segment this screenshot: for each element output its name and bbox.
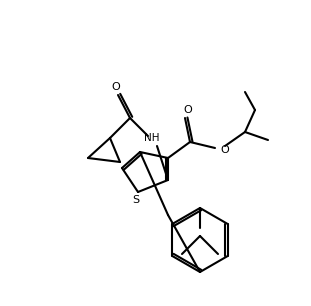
Text: O: O: [220, 145, 229, 155]
Text: NH: NH: [144, 133, 160, 143]
Text: O: O: [112, 82, 120, 92]
Text: S: S: [132, 195, 140, 205]
Text: O: O: [183, 105, 193, 115]
